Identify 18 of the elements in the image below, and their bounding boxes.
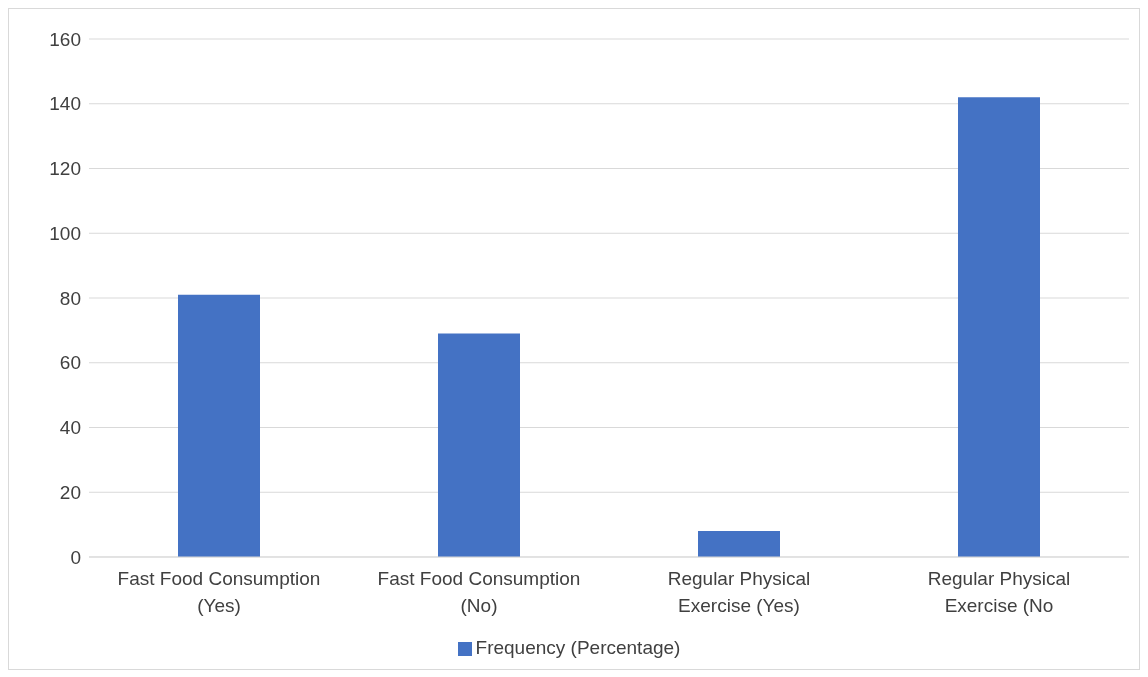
x-tick-label: Fast Food Consumption (Yes) bbox=[117, 568, 321, 616]
bar bbox=[438, 333, 520, 557]
y-tick-label: 40 bbox=[59, 417, 81, 439]
y-tick-label: 140 bbox=[49, 93, 81, 115]
y-tick-label: 160 bbox=[49, 28, 81, 50]
x-tick-label: Regular Physical Exercise (No bbox=[927, 568, 1071, 616]
bar bbox=[178, 294, 260, 557]
y-tick-label: 80 bbox=[59, 287, 81, 309]
y-tick-label: 60 bbox=[59, 352, 81, 374]
x-tick-label: Regular Physical Exercise (Yes) bbox=[667, 568, 811, 616]
y-tick-label: 0 bbox=[70, 546, 81, 568]
bar bbox=[698, 531, 780, 557]
y-tick-label: 20 bbox=[59, 481, 81, 503]
legend-label: Frequency (Percentage) bbox=[475, 637, 681, 658]
y-tick-label: 100 bbox=[49, 222, 81, 244]
bar bbox=[958, 97, 1040, 557]
x-tick-label: Fast Food Consumption (No) bbox=[377, 568, 581, 616]
y-tick-label: 120 bbox=[49, 158, 81, 180]
